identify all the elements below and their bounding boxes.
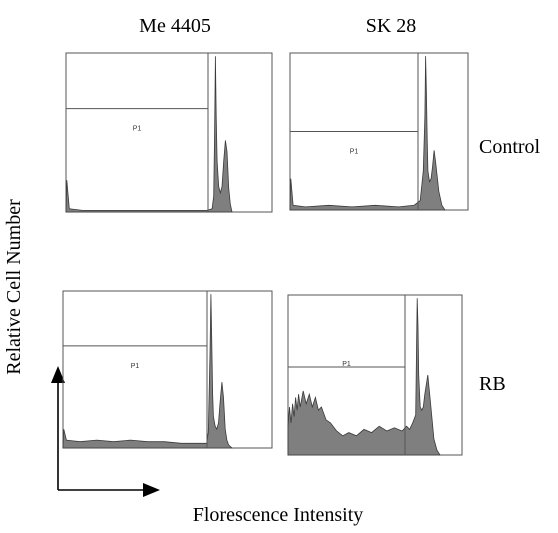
gate-p1-label: P1 bbox=[133, 126, 142, 133]
histogram-area bbox=[289, 56, 446, 211]
x-axis-label: Florescence Intensity bbox=[193, 504, 364, 526]
panel-sk28-rb: P1 bbox=[287, 294, 463, 456]
row-label-control: Control bbox=[479, 136, 541, 158]
plot-frame bbox=[65, 52, 273, 213]
histogram-area bbox=[62, 294, 234, 449]
panel-sk28-control: P1 bbox=[289, 52, 469, 211]
column-title-sk28: SK 28 bbox=[366, 15, 417, 37]
gate-p1-label: P1 bbox=[131, 363, 140, 370]
y-axis-arrowhead bbox=[51, 366, 65, 383]
plot-frame bbox=[62, 290, 273, 449]
y-axis-label: Relative Cell Number bbox=[3, 199, 25, 375]
x-axis-arrowhead bbox=[143, 483, 160, 497]
histogram-area bbox=[65, 56, 233, 213]
panel-me4405-control: P1 bbox=[65, 52, 273, 213]
row-label-rb: RB bbox=[479, 373, 506, 395]
histogram-area bbox=[287, 298, 441, 456]
panel-me4405-rb: P1 bbox=[62, 290, 273, 449]
gate-p1-label: P1 bbox=[350, 149, 359, 156]
gate-p1-label: P1 bbox=[342, 361, 351, 368]
column-title-me4405: Me 4405 bbox=[139, 15, 211, 37]
